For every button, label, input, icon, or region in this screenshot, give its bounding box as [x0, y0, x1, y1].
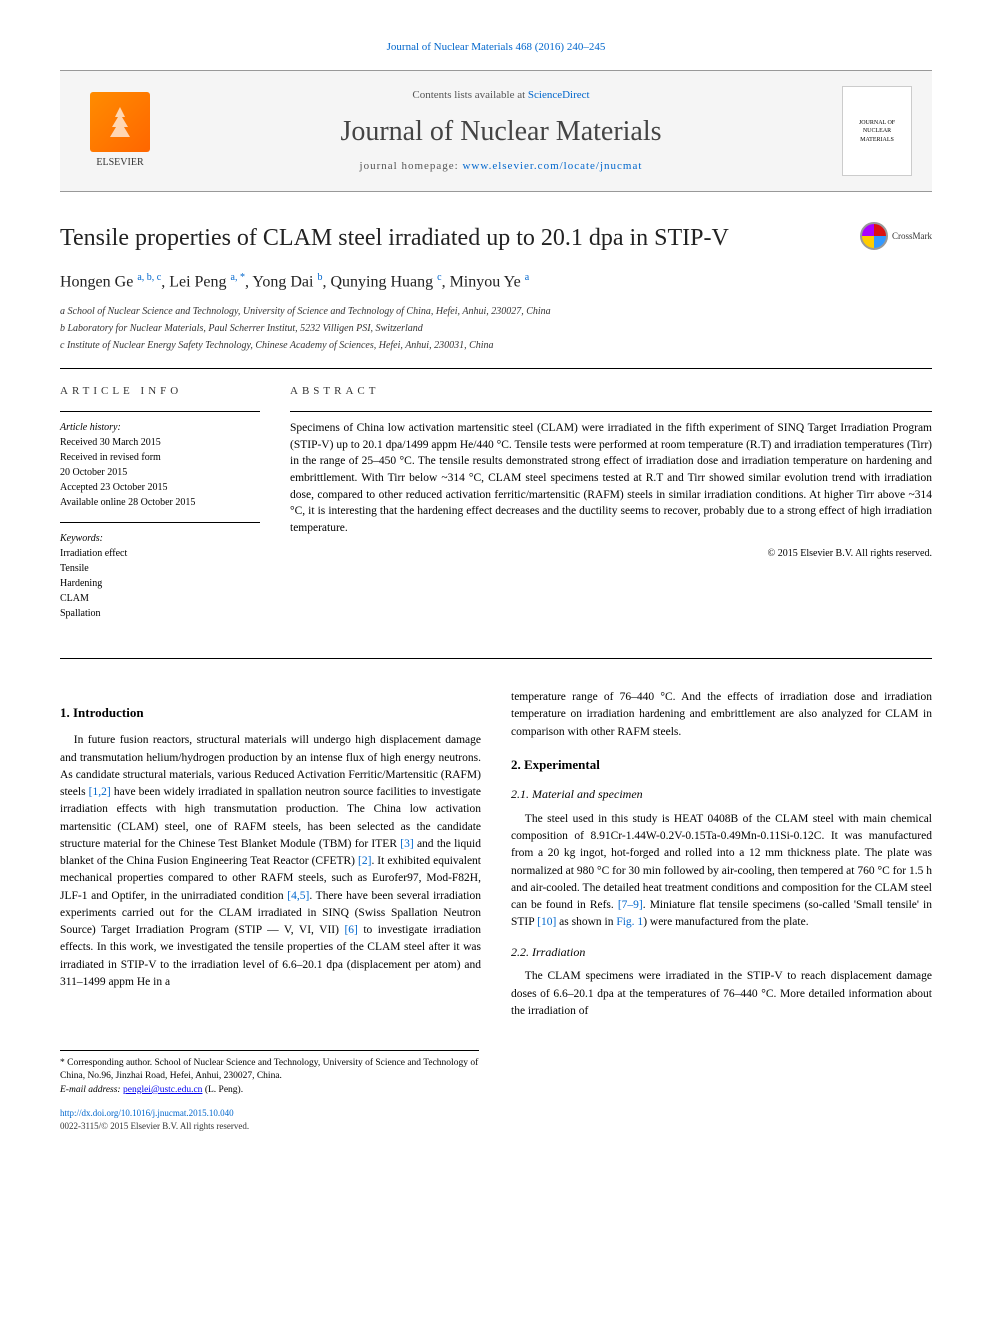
- affiliation-a: a School of Nuclear Science and Technolo…: [60, 304, 932, 319]
- doi-link[interactable]: http://dx.doi.org/10.1016/j.jnucmat.2015…: [60, 1108, 234, 1118]
- article-title: Tensile properties of CLAM steel irradia…: [60, 222, 840, 256]
- issn-copyright: 0022-3115/© 2015 Elsevier B.V. All right…: [60, 1121, 249, 1131]
- corresponding-author-footnote: * Corresponding author. School of Nuclea…: [60, 1050, 479, 1097]
- title-row: Tensile properties of CLAM steel irradia…: [60, 222, 932, 256]
- affiliations: a School of Nuclear Science and Technolo…: [60, 304, 932, 353]
- section-2-2-heading: 2.2. Irradiation: [511, 944, 932, 961]
- affiliation-c: c Institute of Nuclear Energy Safety Tec…: [60, 338, 932, 353]
- abstract-text: Specimens of China low activation marten…: [290, 411, 932, 537]
- divider-bottom: [60, 658, 932, 659]
- abstract-copyright: © 2015 Elsevier B.V. All rights reserved…: [290, 547, 932, 561]
- section-1-heading: 1. Introduction: [60, 704, 481, 722]
- homepage-link[interactable]: www.elsevier.com/locate/jnucmat: [462, 160, 642, 172]
- header-citation: Journal of Nuclear Materials 468 (2016) …: [60, 40, 932, 55]
- history-line-0: Received 30 March 2015: [60, 437, 161, 448]
- keyword-1: Tensile: [60, 563, 89, 574]
- section-2-heading: 2. Experimental: [511, 756, 932, 774]
- journal-homepage: journal homepage: www.elsevier.com/locat…: [160, 159, 842, 174]
- section-2-2-text: The CLAM specimens were irradiated in th…: [511, 968, 932, 1020]
- history-line-3: Accepted 23 October 2015: [60, 482, 167, 493]
- ref-link[interactable]: [4,5]: [287, 890, 309, 902]
- sciencedirect-link[interactable]: ScienceDirect: [528, 89, 590, 101]
- history-line-1: Received in revised form: [60, 452, 161, 463]
- email-label: E-mail address:: [60, 1085, 121, 1095]
- section-1-continuation: temperature range of 76–440 °C. And the …: [511, 689, 932, 741]
- keywords-label: Keywords:: [60, 533, 103, 544]
- article-info-heading: ARTICLE INFO: [60, 384, 260, 399]
- right-column: temperature range of 76–440 °C. And the …: [511, 689, 932, 1020]
- elsevier-tree-icon: [90, 92, 150, 152]
- keyword-4: Spallation: [60, 608, 101, 619]
- left-column: 1. Introduction In future fusion reactor…: [60, 689, 481, 1020]
- section-2-1-text: The steel used in this study is HEAT 040…: [511, 811, 932, 932]
- cover-text: JOURNAL OF NUCLEAR MATERIALS: [847, 119, 907, 144]
- info-abstract-row: ARTICLE INFO Article history: Received 3…: [60, 384, 932, 633]
- homepage-prefix: journal homepage:: [360, 160, 463, 172]
- abstract-column: ABSTRACT Specimens of China low activati…: [290, 384, 932, 633]
- ref-link[interactable]: [10]: [537, 916, 556, 928]
- keyword-0: Irradiation effect: [60, 548, 127, 559]
- ref-link[interactable]: [3]: [400, 838, 413, 850]
- contents-prefix: Contents lists available at: [412, 89, 527, 101]
- crossmark-badge[interactable]: CrossMark: [860, 222, 932, 250]
- history-line-4: Available online 28 October 2015: [60, 497, 195, 508]
- article-history-block: Article history: Received 30 March 2015 …: [60, 411, 260, 510]
- ref-link[interactable]: [2]: [358, 855, 371, 867]
- section-1-text: In future fusion reactors, structural ma…: [60, 732, 481, 991]
- keyword-3: CLAM: [60, 593, 89, 604]
- keywords-block: Keywords: Irradiation effect Tensile Har…: [60, 522, 260, 621]
- keyword-2: Hardening: [60, 578, 102, 589]
- history-line-2: 20 October 2015: [60, 467, 127, 478]
- email-name: (L. Peng).: [205, 1085, 243, 1095]
- footnote-text: * Corresponding author. School of Nuclea…: [60, 1058, 478, 1081]
- ref-link[interactable]: [7–9]: [618, 899, 643, 911]
- journal-cover-thumbnail: JOURNAL OF NUCLEAR MATERIALS: [842, 86, 912, 176]
- journal-banner: ELSEVIER Contents lists available at Sci…: [60, 70, 932, 192]
- footer-meta: http://dx.doi.org/10.1016/j.jnucmat.2015…: [60, 1107, 932, 1132]
- contents-available: Contents lists available at ScienceDirec…: [160, 88, 842, 103]
- ref-link[interactable]: [6]: [344, 924, 357, 936]
- journal-name: Journal of Nuclear Materials: [160, 112, 842, 151]
- authors-list: Hongen Ge a, b, c, Lei Peng a, *, Yong D…: [60, 271, 932, 294]
- ref-link[interactable]: Fig. 1: [616, 916, 643, 928]
- publisher-name: ELSEVIER: [96, 156, 143, 170]
- section-2-1-heading: 2.1. Material and specimen: [511, 786, 932, 803]
- banner-center: Contents lists available at ScienceDirec…: [160, 88, 842, 174]
- history-label: Article history:: [60, 422, 121, 433]
- crossmark-label: CrossMark: [892, 230, 932, 243]
- publisher-block: ELSEVIER: [80, 92, 160, 170]
- divider-top: [60, 368, 932, 369]
- crossmark-icon: [860, 222, 888, 250]
- corresponding-email-link[interactable]: penglei@ustc.edu.cn: [123, 1085, 202, 1095]
- body-columns: 1. Introduction In future fusion reactor…: [60, 689, 932, 1020]
- ref-link[interactable]: [1,2]: [89, 786, 111, 798]
- abstract-heading: ABSTRACT: [290, 384, 932, 399]
- article-info-column: ARTICLE INFO Article history: Received 3…: [60, 384, 260, 633]
- affiliation-b: b Laboratory for Nuclear Materials, Paul…: [60, 321, 932, 336]
